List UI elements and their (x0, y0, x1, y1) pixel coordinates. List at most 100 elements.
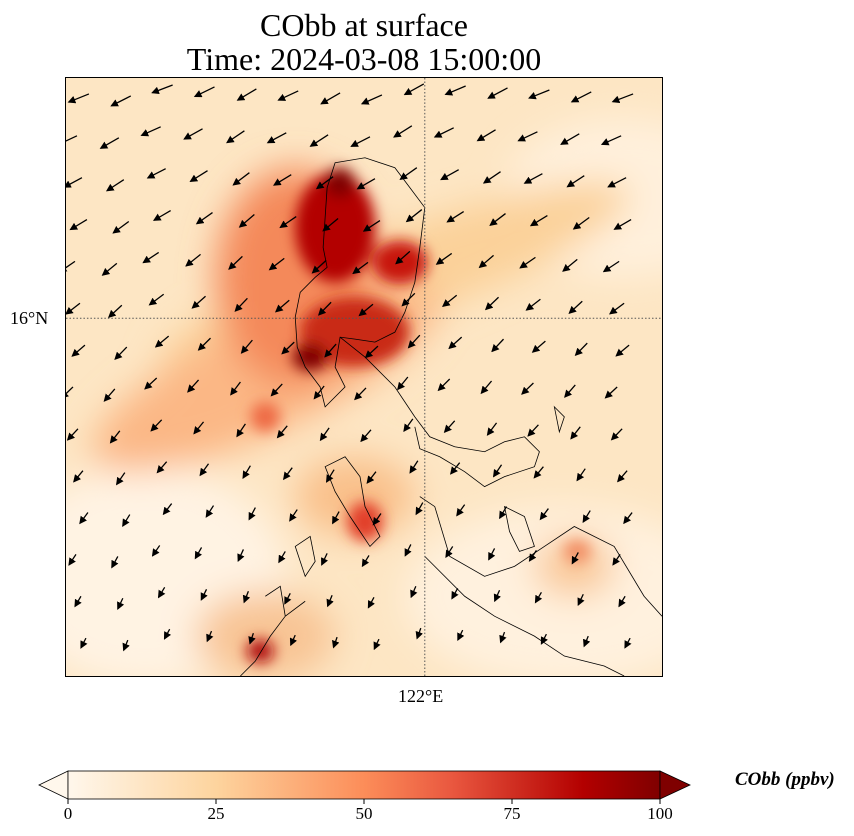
wind-arrow (317, 301, 332, 316)
wind-arrow (403, 83, 425, 96)
wind-arrow (539, 508, 549, 521)
wind-arrow (528, 550, 537, 562)
wind-arrow (451, 587, 459, 600)
wind-arrow (309, 134, 329, 147)
wind-arrow (610, 428, 623, 441)
wind-arrow (443, 420, 456, 433)
wind-arrow (266, 132, 287, 144)
lon-tick-label: 122°E (398, 686, 444, 706)
wind-arrow (67, 93, 90, 104)
wind-arrow (242, 465, 251, 479)
wind-arrow (366, 471, 377, 484)
wind-arrow (117, 597, 125, 610)
wind-arrow (576, 468, 586, 482)
wind-arrow (278, 551, 286, 564)
wind-arrow (364, 345, 379, 359)
wind-arrow (322, 218, 339, 232)
wind-arrow (407, 334, 421, 349)
wind-vectors (66, 83, 634, 652)
wind-arrow (456, 504, 466, 517)
wind-arrow (582, 510, 591, 523)
wind-arrow (187, 379, 200, 393)
wind-arrow (154, 335, 170, 348)
wind-arrow (140, 126, 161, 137)
wind-arrow (397, 376, 409, 391)
colorbar-extend-high (659, 770, 691, 800)
wind-arrow (568, 300, 583, 314)
wind-arrow (499, 506, 508, 520)
wind-arrow (205, 505, 215, 518)
colorbar-tick: 100 (647, 804, 673, 823)
wind-arrow (248, 507, 256, 521)
wind-arrow (315, 176, 334, 190)
wind-arrow (484, 296, 499, 311)
wind-arrow (319, 427, 330, 442)
wind-arrow (66, 386, 74, 399)
wind-arrow (281, 341, 295, 355)
wind-arrow (311, 259, 327, 274)
wind-arrow (409, 460, 419, 474)
wind-arrow (325, 469, 335, 483)
wind-arrow (570, 91, 592, 103)
colorbar-tick: 0 (63, 804, 73, 823)
wind-arrow (492, 464, 503, 478)
wind-arrow (486, 422, 498, 436)
wind-arrow (276, 425, 288, 439)
wind-arrow (109, 430, 121, 444)
wind-arrow (604, 386, 618, 399)
wind-arrow (435, 252, 453, 265)
wind-arrow (352, 261, 369, 275)
wind-arrow (615, 344, 630, 357)
wind-arrow (528, 89, 550, 100)
wind-arrow (80, 637, 88, 649)
wind-arrow (148, 293, 165, 306)
wind-arrow (525, 298, 541, 311)
wind-arrow (444, 85, 466, 96)
wind-arrow (236, 88, 257, 101)
wind-arrow (566, 175, 585, 188)
wind-arrow (562, 258, 578, 272)
wind-arrow (103, 388, 116, 402)
wind-arrow (240, 339, 253, 354)
wind-arrow (618, 595, 626, 608)
wind-arrow (69, 218, 88, 231)
wind-arrow (152, 209, 171, 221)
wind-arrow (445, 546, 454, 559)
wind-arrow (519, 256, 536, 269)
wind-arrow (360, 429, 372, 443)
wind-arrow (112, 220, 130, 234)
wind-arrow (354, 387, 367, 401)
wind-arrow (583, 635, 591, 648)
wind-arrow (189, 170, 208, 183)
wind-arrow (321, 553, 329, 566)
wind-arrow (183, 128, 203, 140)
wind-arrow (440, 169, 459, 181)
wind-arrow (488, 548, 496, 561)
wind-arrow (162, 503, 173, 516)
wind-arrow (433, 127, 454, 138)
wind-arrow (489, 213, 506, 226)
wind-arrow (393, 125, 413, 138)
wind-arrow (195, 212, 213, 225)
wind-arrow (242, 591, 251, 604)
wind-arrow (577, 593, 585, 606)
wind-arrow (529, 214, 548, 227)
wind-arrow (442, 294, 458, 308)
wind-arrow (66, 260, 76, 273)
wind-arrow (360, 94, 383, 105)
wind-arrow (531, 340, 546, 353)
wind-arrow (110, 95, 132, 107)
wind-arrow (491, 338, 505, 353)
wind-arrow (540, 633, 548, 645)
wind-arrow (533, 466, 544, 479)
wind-arrow (146, 168, 166, 179)
wind-arrow (399, 167, 418, 180)
wind-arrow (607, 177, 627, 188)
wind-arrow (570, 426, 581, 440)
wind-arrow (150, 419, 163, 432)
wind-arrow (527, 424, 539, 437)
wind-arrow (114, 346, 128, 360)
wind-arrow (163, 628, 172, 640)
wind-arrow (624, 637, 632, 649)
wind-arrow (600, 135, 622, 146)
